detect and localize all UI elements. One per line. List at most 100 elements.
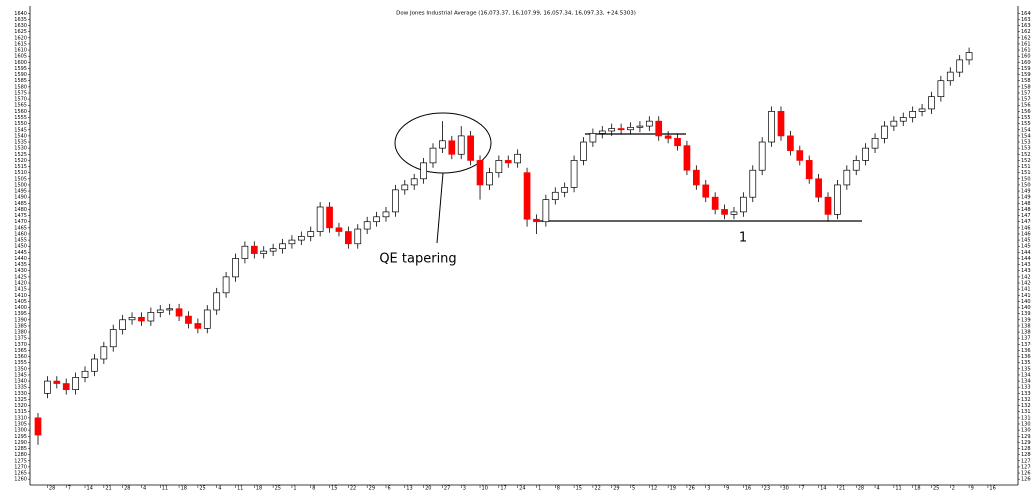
- y-tick-label: 1515: [1021, 164, 1031, 170]
- x-tick-label: 6: [387, 486, 390, 492]
- y-tick-label: 1485: [1021, 201, 1031, 207]
- candle-body: [636, 125, 644, 128]
- y-tick-label: 1545: [1021, 127, 1031, 133]
- y-tick-label: 1605: [14, 54, 27, 60]
- candle-body: [617, 128, 625, 131]
- candle-body: [504, 160, 512, 164]
- x-tick-label: 5: [632, 486, 635, 492]
- y-tick-label: 1340: [1021, 379, 1031, 385]
- y-tick-label: 1265: [14, 471, 27, 477]
- candle-body: [119, 319, 126, 330]
- x-tick-label: 29: [369, 486, 375, 492]
- y-tick-label: 1575: [14, 90, 27, 96]
- x-tick-label: 25: [275, 486, 281, 492]
- x-tick-label: 26: [688, 486, 694, 492]
- y-tick-label: 1630: [14, 23, 27, 29]
- y-tick-label: 1580: [14, 84, 27, 90]
- y-tick-label: 1320: [14, 403, 27, 409]
- y-tick-label: 1620: [14, 35, 27, 41]
- candle-body: [260, 250, 268, 254]
- x-tick-label: 28: [858, 486, 864, 492]
- candle-body: [72, 377, 79, 391]
- y-tick-label: 1425: [1021, 274, 1031, 280]
- candle-body: [533, 218, 540, 223]
- x-tick-label: 2: [952, 486, 955, 492]
- candle-body: [316, 206, 324, 232]
- y-tick-label: 1395: [14, 311, 27, 317]
- x-tick-label: 18: [256, 486, 262, 492]
- annotation-label: 1: [739, 231, 747, 246]
- y-tick-label: 1295: [14, 434, 27, 440]
- candle-body: [702, 184, 710, 198]
- candle-body: [589, 133, 597, 143]
- y-tick-label: 1335: [14, 385, 27, 391]
- candle-body: [213, 292, 221, 311]
- y-tick-label: 1495: [14, 189, 27, 195]
- candle-body: [448, 140, 456, 155]
- candle-body: [711, 196, 719, 210]
- candle-body: [758, 141, 766, 171]
- y-tick-label: 1370: [14, 342, 27, 348]
- y-tick-label: 1610: [1021, 48, 1031, 54]
- y-tick-label: 1290: [1021, 440, 1031, 446]
- x-tick-label: 29: [613, 486, 619, 492]
- x-tick-label: 19: [670, 486, 676, 492]
- x-tick-label: 20: [425, 486, 431, 492]
- y-tick-label: 1445: [1021, 250, 1031, 256]
- candle-body: [476, 160, 484, 186]
- y-tick-label: 1525: [1021, 152, 1031, 158]
- y-tick-label: 1305: [1021, 421, 1031, 427]
- x-tick-label: 21: [839, 486, 845, 492]
- y-tick-label: 1365: [14, 348, 27, 354]
- candle-body: [551, 191, 559, 200]
- y-tick-label: 1470: [1021, 219, 1031, 225]
- y-tick-label: 1260: [1021, 477, 1031, 483]
- candle-body: [288, 239, 296, 245]
- candle-body: [354, 228, 362, 245]
- candle-body: [805, 160, 813, 180]
- candle-body: [100, 346, 108, 360]
- y-tick-label: 1355: [14, 360, 27, 366]
- y-tick-label: 1315: [1021, 409, 1031, 415]
- y-tick-label: 1520: [14, 158, 27, 164]
- y-tick-label: 1600: [1021, 60, 1031, 66]
- x-tick-label: 11: [237, 486, 243, 492]
- candle-body: [655, 120, 663, 137]
- candle-body: [457, 135, 465, 155]
- candle-body: [787, 135, 794, 151]
- y-tick-label: 1540: [14, 133, 27, 139]
- y-tick-label: 1305: [14, 421, 27, 427]
- candle-body: [570, 160, 578, 188]
- candle-body: [852, 160, 860, 171]
- y-tick-label: 1385: [1021, 323, 1031, 329]
- y-tick-label: 1455: [1021, 238, 1031, 244]
- candle-body: [664, 135, 672, 139]
- y-tick-label: 1535: [1021, 140, 1031, 146]
- candle-body: [645, 120, 653, 127]
- y-tick-label: 1415: [14, 287, 27, 293]
- y-tick-label: 1270: [1021, 464, 1031, 470]
- candle-body: [740, 196, 747, 213]
- y-tick-label: 1400: [1021, 305, 1031, 311]
- candle-body: [138, 316, 145, 322]
- y-tick-label: 1325: [1021, 397, 1031, 403]
- y-tick-label: 1465: [14, 225, 27, 231]
- x-tick-label: 21: [105, 486, 111, 492]
- y-tick-label: 1360: [14, 354, 27, 360]
- y-tick-label: 1635: [14, 17, 27, 23]
- y-tick-label: 1590: [14, 72, 27, 78]
- y-tick-label: 1620: [1021, 35, 1031, 41]
- candle-body: [363, 221, 371, 230]
- candle-body: [222, 276, 230, 294]
- y-tick-label: 1280: [14, 452, 27, 458]
- candle-body: [241, 245, 249, 259]
- y-tick-label: 1475: [14, 213, 27, 219]
- candle-body: [692, 169, 700, 186]
- y-tick-label: 1460: [14, 231, 27, 237]
- y-tick-label: 1285: [14, 446, 27, 452]
- candle-body: [410, 178, 418, 186]
- y-tick-label: 1440: [1021, 256, 1031, 262]
- y-tick-label: 1570: [14, 97, 27, 103]
- x-tick-label: 4: [218, 486, 221, 492]
- y-tick-label: 1530: [1021, 146, 1031, 152]
